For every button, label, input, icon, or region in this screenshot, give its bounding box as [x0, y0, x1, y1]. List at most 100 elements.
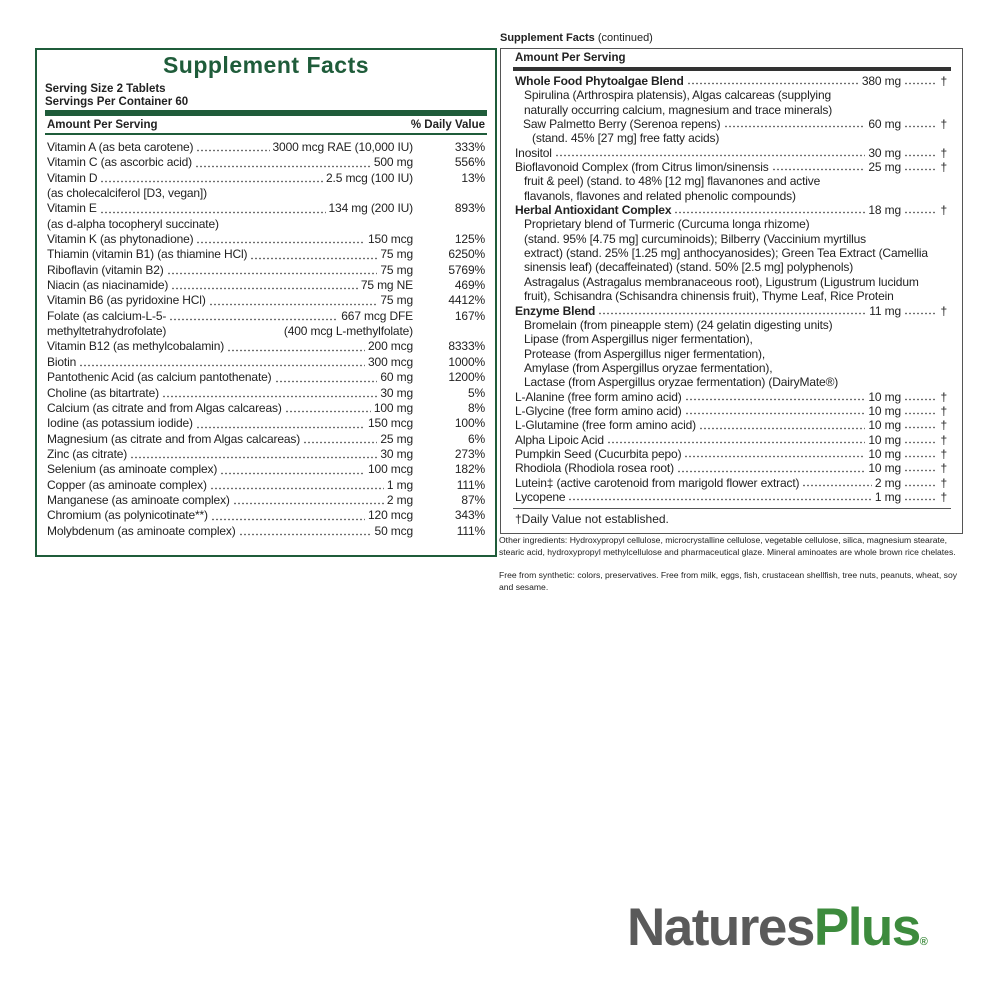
sub-text: fruit), Schisandra (Schisandra chinensis… — [524, 289, 894, 304]
leader — [238, 532, 372, 536]
sub-row: (stand. 95% [4.75 mg] curcuminoids); Bil… — [515, 232, 947, 246]
daily-value: 469% — [454, 278, 485, 293]
ingredient-name: L-Alanine (free form amino acid) — [515, 389, 682, 404]
ingredient-name: L-Glycine (free form amino acid) — [515, 403, 682, 418]
row: Chromium (as polynicotinate**) 120 mcg 343… — [47, 508, 485, 523]
daily-value: 556% — [454, 155, 485, 170]
daily-value-cell: † — [901, 476, 947, 490]
daily-value: 6250% — [448, 247, 485, 262]
sub-text: naturally occurring calcium, magnesium a… — [524, 102, 833, 117]
ingredient-name: Lycopene — [515, 489, 566, 504]
amount: 100 mcg — [368, 462, 413, 477]
amount: 500 mg — [373, 155, 413, 170]
sub-row: (as cholecalciferol [D3, vegan]) — [47, 186, 485, 201]
sub-row: sinensis leaf) (decaffeinated) (stand. 5… — [515, 260, 947, 274]
nutrient-name: Molybdenum (as aminoate complex) — [47, 523, 236, 538]
row: Selenium (as aminoate complex) 100 mcg 182… — [47, 462, 485, 477]
row: Thiamin (vitamin B1) (as thiamine HCl) 75… — [47, 247, 485, 262]
caption-bold: Supplement Facts — [500, 32, 595, 44]
leader — [904, 497, 938, 501]
amount: 75 mg — [380, 293, 413, 308]
row: Vitamin B6 (as pyridoxine HCl) 75 mg 4412% — [47, 293, 485, 308]
ingredient-name: L-Glutamine (free form amino acid) — [515, 418, 696, 433]
row: Lutein‡ (active carotenoid from marigold… — [515, 476, 947, 490]
panel-title: Supplement Facts — [162, 52, 370, 78]
row: Rhodiola (Rhodiola rosea root) 10 mg † — [515, 461, 947, 475]
sub-text: fruit & peel) (stand. to 48% [12 mg] fla… — [524, 174, 821, 189]
rule — [513, 508, 951, 510]
row: L-Alanine (free form amino acid) 10 mg † — [515, 390, 947, 404]
row: Riboflavin (vitamin B2) 75 mg 5769% — [47, 263, 485, 278]
daily-value: † — [940, 145, 947, 160]
sub-text: (stand. 95% [4.75 mg] curcuminoids); Bil… — [524, 231, 866, 246]
nutrient-name: Vitamin A (as beta carotene) — [47, 140, 194, 154]
row: Enzyme Blend 11 mg † — [515, 304, 947, 318]
amount: 11 mg — [869, 303, 901, 318]
sub-row: Protease (from Aspergillus niger ferment… — [515, 347, 947, 361]
rows: Vitamin A (as beta carotene) 3000 mcg RAE… — [47, 140, 485, 539]
other-ingredients: Other ingredients: Hydroxypropyl cellulo… — [499, 535, 956, 557]
amount: 10 mg — [868, 403, 901, 418]
nutrient-name: Niacin (as niacinamide) — [47, 278, 169, 293]
daily-value: 125% — [454, 232, 485, 247]
nutrient-name: Calcium (as citrate and from Algas calca… — [47, 400, 282, 415]
leader — [250, 256, 378, 260]
row: Pumpkin Seed (Cucurbita pepo) 10 mg † — [515, 447, 947, 461]
free-from: Free from synthetic: colors, preservativ… — [499, 570, 958, 592]
amount: 2 mg — [386, 492, 413, 507]
amount: 1 mg — [386, 477, 413, 492]
daily-value-cell: † — [901, 160, 947, 174]
amount: 2.5 mcg (100 IU) — [326, 170, 413, 185]
ingredient-name: Enzyme Blend — [515, 303, 596, 318]
row: Herbal Antioxidant Complex 18 mg † — [515, 203, 947, 217]
ingredient-name: Bioflavonoid Complex (from Citrus limon/… — [515, 160, 769, 175]
daily-value: † — [940, 432, 947, 447]
amount: 10 mg — [868, 432, 901, 447]
leader — [723, 125, 866, 129]
daily-value: 1000% — [448, 354, 485, 369]
amount: 10 mg — [868, 389, 901, 404]
daily-value: 5% — [467, 385, 485, 400]
rule — [45, 133, 487, 135]
amount: 60 mg — [380, 370, 413, 385]
daily-value-cell: † — [901, 304, 947, 318]
nutrient-name: Folate (as calcium-L-5- — [47, 308, 167, 323]
nutrient-name: Iodine (as potassium iodide) — [47, 416, 193, 431]
daily-value: † — [940, 389, 947, 404]
ingredient-name: Herbal Antioxidant Complex — [515, 203, 672, 218]
ingredient-name: Pumpkin Seed (Cucurbita pepo) — [515, 446, 682, 461]
daily-value: 13% — [461, 170, 485, 185]
ingredient-name: Saw Palmetto Berry (Serenoa repens) — [523, 117, 721, 132]
sub-text: Lipase (from Aspergillus niger fermentat… — [524, 332, 753, 347]
ingredient-name: Rhodiola (Rhodiola rosea root) — [515, 461, 674, 476]
daily-value: † — [940, 475, 947, 490]
ingredient-name: Inositol — [515, 145, 552, 160]
nutrient-name: Vitamin C (as ascorbic acid) — [47, 155, 192, 170]
logo-mark: ® — [919, 936, 928, 948]
nutrient-name: Manganese (as aminoate complex) — [47, 492, 230, 507]
sub-text: (as cholecalciferol [D3, vegan]) — [47, 186, 207, 201]
leader — [904, 483, 938, 487]
row: Folate (as calcium-L-5- 667 mcg DFE 167% — [47, 309, 485, 324]
daily-value: 273% — [454, 446, 485, 461]
leader — [684, 397, 866, 401]
row: Iodine (as potassium iodide) 150 mcg 100% — [47, 416, 485, 431]
sub-text: methyltetrahydrofolate) — [47, 324, 167, 339]
daily-value: † — [940, 489, 947, 504]
amount: 60 mg — [868, 117, 901, 132]
row: Choline (as bitartrate) 30 mg 5% — [47, 386, 485, 401]
serving-size: Serving Size 2 Tablets — [45, 83, 166, 95]
amount: 380 mg — [861, 74, 901, 88]
nutrient-name: Thiamin (vitamin B1) (as thiamine HCl) — [47, 247, 248, 262]
sub-text: (as d-alpha tocopheryl succinate) — [47, 216, 219, 231]
nutrient-name: Vitamin B12 (as methylcobalamin) — [47, 339, 225, 354]
amount: 25 mg — [868, 160, 901, 175]
daily-value: 333% — [454, 140, 485, 154]
caption: Supplement Facts (continued) — [500, 32, 653, 44]
leader — [209, 486, 384, 490]
sub-text: Proprietary blend of Turmeric (Curcuma l… — [524, 217, 810, 232]
row: Magnesium (as citrate and from Algas cal… — [47, 432, 485, 447]
amount: 120 mcg — [368, 508, 413, 523]
leader — [598, 311, 867, 315]
amount: 75 mg — [380, 262, 413, 277]
